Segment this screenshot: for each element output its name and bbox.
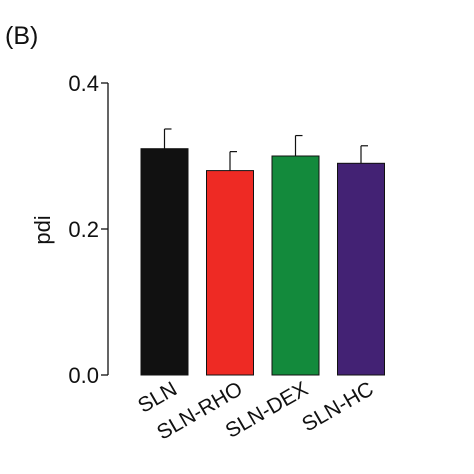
bar-sln-dex — [271, 155, 320, 376]
bar-sln-hc — [337, 162, 385, 376]
x-tick-label: SLN-HC — [298, 377, 377, 436]
y-tick-label: 0.4 — [68, 71, 99, 96]
bar-sln-rho — [206, 170, 254, 376]
y-tick-label: 0.0 — [68, 363, 99, 388]
bar-sln — [140, 148, 189, 376]
panel-label: (B) — [5, 22, 38, 50]
y-axis-label: pdi — [30, 215, 55, 244]
y-tick-label: 0.2 — [68, 217, 99, 242]
